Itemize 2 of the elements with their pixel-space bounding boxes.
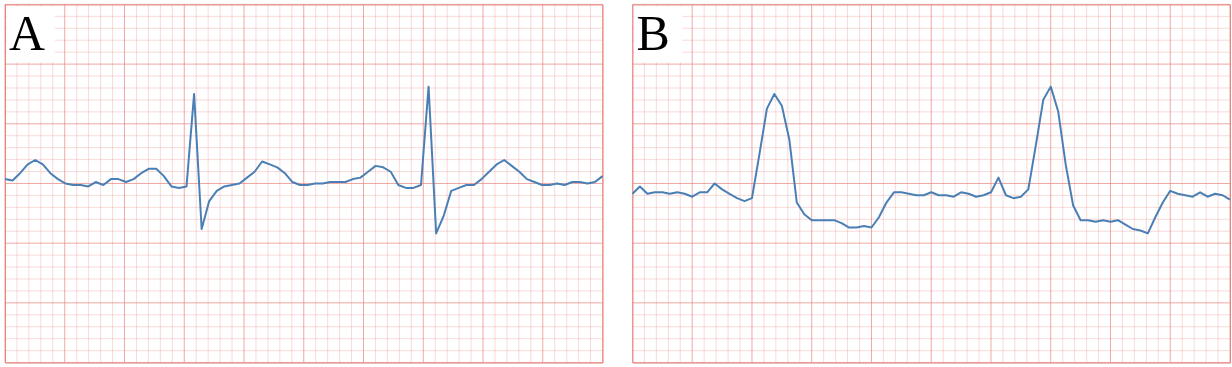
chart-title: A [8, 6, 45, 62]
chart-title: B [636, 6, 670, 62]
